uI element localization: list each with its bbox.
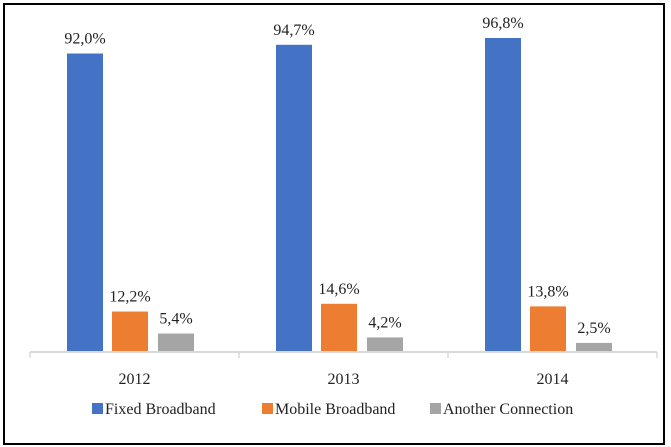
- data-label-mobile-broadband-2012: 12,2%: [109, 289, 150, 306]
- bar-mobile-broadband-2013: [321, 303, 357, 351]
- legend-swatch-mobile-broadband: [262, 403, 273, 414]
- legend: Fixed Broadband Mobile Broadband Another C…: [92, 401, 573, 418]
- legend-label-fixed-broadband: Fixed Broadband: [105, 401, 216, 418]
- data-label-another-connection-2014: 2,5%: [577, 320, 610, 337]
- legend-swatch-another-connection: [430, 403, 441, 414]
- data-label-fixed-broadband-2012: 92,0%: [64, 31, 105, 48]
- legend-label-mobile-broadband: Mobile Broadband: [275, 401, 395, 418]
- bar-mobile-broadband-2014: [530, 306, 566, 351]
- chart-frame: [3, 3, 665, 445]
- data-label-mobile-broadband-2013: 14,6%: [318, 281, 359, 298]
- data-label-fixed-broadband-2014: 96,8%: [482, 15, 523, 32]
- bar-mobile-broadband-2012: [112, 311, 148, 351]
- bar-fixed-broadband-2014: [485, 38, 521, 351]
- bar-fixed-broadband-2012: [67, 53, 103, 351]
- bar-another-connection-2013: [367, 337, 403, 351]
- bar-another-connection-2014: [576, 342, 612, 351]
- x-axis-tick-labels: 2012 2013 2014: [119, 371, 569, 388]
- data-labels-layer: 92,0% 12,2% 5,4% 94,7% 14,6% 4,2% 96,8% 13,8% 2,…: [64, 15, 610, 337]
- data-label-another-connection-2013: 4,2%: [368, 314, 401, 331]
- data-label-another-connection-2012: 5,4%: [159, 311, 192, 328]
- bars-layer: [67, 38, 612, 352]
- x-tick-label-2012: 2012: [119, 371, 151, 388]
- data-label-fixed-broadband-2013: 94,7%: [273, 22, 314, 39]
- legend-label-another-connection: Another Connection: [443, 401, 573, 418]
- x-tick-label-2014: 2014: [537, 371, 569, 388]
- bar-fixed-broadband-2013: [276, 44, 312, 352]
- x-axis-ticks: [29, 352, 658, 358]
- data-label-mobile-broadband-2014: 13,8%: [527, 283, 568, 300]
- legend-swatch-fixed-broadband: [92, 403, 103, 414]
- bar-another-connection-2012: [158, 333, 194, 351]
- x-tick-label-2013: 2013: [328, 371, 360, 388]
